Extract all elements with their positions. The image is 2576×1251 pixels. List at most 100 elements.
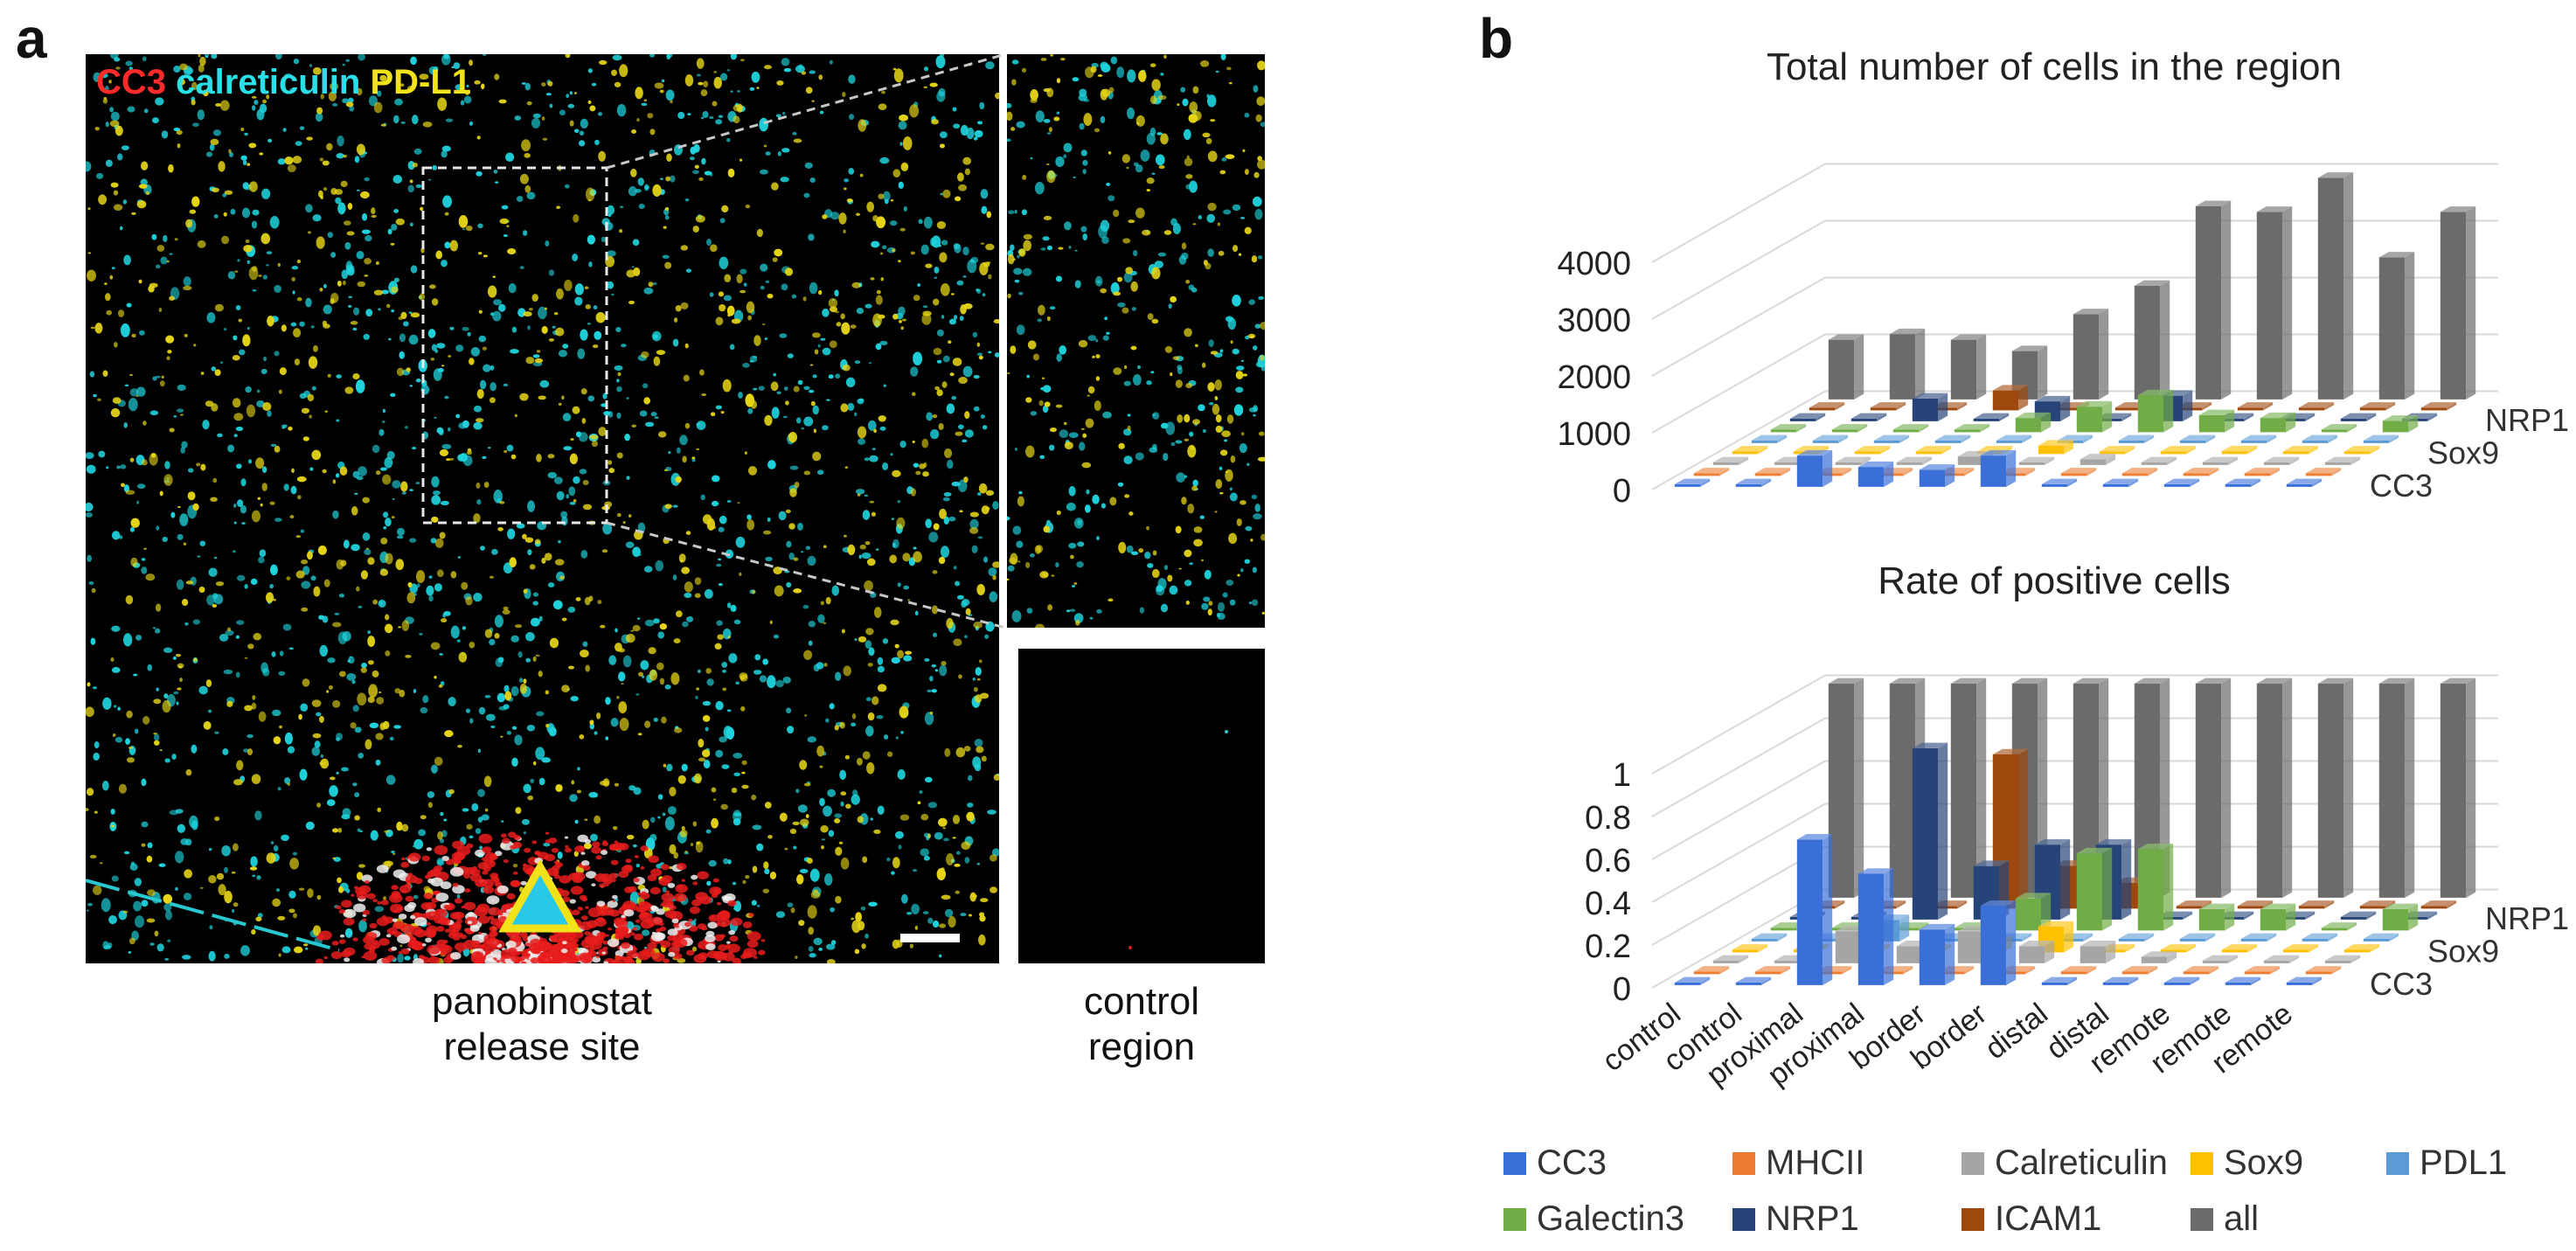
bar-sox9-7 — [2160, 446, 2197, 455]
legend-item: NRP1 — [1732, 1199, 1859, 1239]
bar-icam1-7 — [2237, 900, 2274, 909]
bar-galectin3-4 — [2015, 412, 2052, 433]
legend-swatch — [2386, 1151, 2409, 1175]
legend-label: CC3 — [1537, 1143, 1607, 1182]
depth-label: Sox9 — [2427, 434, 2499, 470]
bar-calreticulin-5 — [2018, 941, 2055, 963]
bar-all-6 — [2195, 678, 2232, 898]
bar-pdl1-6 — [2118, 434, 2155, 443]
bar-mhcii-0 — [1693, 966, 1730, 975]
bar-all-5 — [2134, 280, 2170, 400]
bar-calreticulin-7 — [2141, 951, 2177, 963]
bar-nrp1-0 — [1789, 413, 1826, 421]
bar-sox9-0 — [1732, 944, 1768, 953]
bar-calreticulin-9 — [2263, 955, 2300, 963]
bar-all-2 — [1950, 334, 1987, 400]
legend-swatch — [2191, 1151, 2213, 1175]
bar-all-1 — [1889, 328, 1926, 400]
bar-all-9 — [2378, 252, 2415, 400]
legend-item: all — [2191, 1199, 2259, 1239]
bar-calreticulin-2 — [1835, 456, 1871, 465]
bar-all-0 — [1828, 678, 1864, 898]
bar-pdl1-8 — [2240, 434, 2277, 443]
bar-pdl1-0 — [1751, 933, 1788, 942]
legend-swatch — [1962, 1151, 1984, 1175]
bar-calreticulin-7 — [2141, 456, 2177, 465]
y-tick-label: 1000 — [1557, 416, 1631, 453]
y-tick-label: 2000 — [1557, 359, 1631, 396]
bar-all-8 — [2317, 172, 2354, 400]
y-tick-label: 0.6 — [1585, 843, 1631, 879]
bar-cc3-10 — [2286, 478, 2323, 487]
bar-cc3-0 — [1674, 478, 1711, 487]
y-tick-label: 0.8 — [1585, 800, 1631, 837]
zoom-connector-lines — [421, 52, 1006, 629]
bar-pdl1-7 — [2179, 434, 2216, 443]
legend-swatch — [2191, 1207, 2213, 1231]
stain-label-calreticulin: calreticulin — [176, 63, 361, 101]
bar-mhcii-1 — [1754, 468, 1791, 476]
y-tick-label: 4000 — [1557, 246, 1631, 282]
bar-mhcii-7 — [2121, 468, 2158, 476]
legend-item: CC3 — [1503, 1143, 1607, 1183]
legend-swatch — [1503, 1151, 1526, 1175]
legend-swatch — [1732, 1151, 1755, 1175]
bar-cc3-3 — [1857, 868, 1894, 985]
bar-all-7 — [2256, 206, 2293, 400]
bar-sox9-0 — [1732, 446, 1768, 455]
bar-calreticulin-6 — [2080, 454, 2116, 465]
bar-icam1-7 — [2237, 402, 2274, 411]
bar-calreticulin-6 — [2080, 941, 2116, 963]
panel-a-letter: a — [16, 7, 47, 70]
bar-nrp1-2 — [1912, 742, 1948, 920]
y-tick-label: 0 — [1613, 971, 1631, 1008]
legend-label: all — [2224, 1199, 2260, 1238]
legend-item: MHCII — [1732, 1143, 1864, 1183]
bar-all-7 — [2256, 678, 2293, 898]
legend-label: PDL1 — [2420, 1143, 2508, 1182]
legend-label: ICAM1 — [1995, 1199, 2102, 1238]
panel-b-letter: b — [1479, 7, 1514, 70]
bar-cc3-9 — [2225, 976, 2261, 985]
bar-icam1-10 — [2420, 402, 2457, 411]
bar-cc3-8 — [2163, 478, 2200, 487]
bar-nrp1-9 — [2340, 413, 2377, 421]
bar-pdl1-8 — [2240, 933, 2277, 942]
control-region-image — [1018, 649, 1265, 963]
depth-label: NRP1 — [2485, 402, 2569, 438]
bar-icam1-9 — [2359, 900, 2396, 909]
bar-icam1-9 — [2359, 402, 2396, 411]
bar-galectin3-3 — [1954, 424, 1990, 433]
bar-sox9-9 — [2282, 446, 2319, 455]
legend-swatch — [1962, 1207, 1984, 1231]
zoom-inset-canvas — [1007, 54, 1265, 628]
bar-galectin3-4 — [2015, 893, 2052, 931]
bar-galectin3-10 — [2382, 415, 2419, 433]
bar-mhcii-8 — [2183, 468, 2219, 476]
bar-pdl1-10 — [2363, 434, 2399, 443]
bar-calreticulin-10 — [2324, 456, 2361, 465]
bar-galectin3-8 — [2260, 903, 2296, 931]
legend-swatch — [1732, 1207, 1755, 1231]
bar-all-6 — [2195, 200, 2232, 400]
depth-label: CC3 — [2370, 966, 2433, 1002]
bar-icam1-10 — [2420, 900, 2457, 909]
bar-icam1-0 — [1809, 402, 1845, 411]
bar-galectin3-5 — [2076, 847, 2113, 931]
legend-item: ICAM1 — [1962, 1199, 2101, 1239]
microscopy-main-image: CC3 calreticulin PD-L1 — [86, 54, 999, 963]
bar-pdl1-9 — [2302, 933, 2338, 942]
bar-nrp1-2 — [1912, 393, 1948, 421]
bar-pdl1-7 — [2179, 933, 2216, 942]
bar-all-10 — [2440, 678, 2476, 898]
legend-label: MHCII — [1766, 1143, 1865, 1182]
bar-cc3-8 — [2163, 976, 2200, 985]
stain-label-row: CC3 calreticulin PD-L1 — [96, 63, 471, 102]
legend-item: Calreticulin — [1962, 1143, 2168, 1183]
bar-sox9-10 — [2343, 446, 2380, 455]
bar-cc3-1 — [1735, 478, 1772, 487]
bar-cc3-0 — [1674, 976, 1711, 985]
legend-swatch — [1503, 1207, 1526, 1231]
bar-cc3-4 — [1919, 923, 1955, 985]
